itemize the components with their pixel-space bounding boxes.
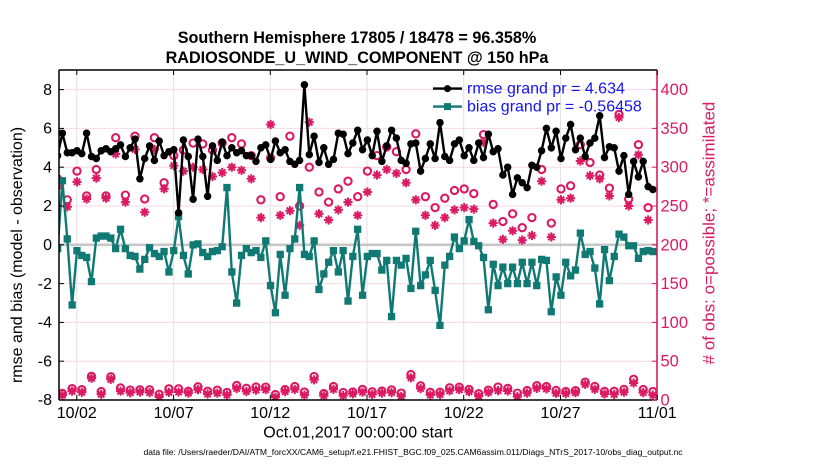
svg-text:10/12: 10/12 [250, 405, 290, 422]
svg-text:200: 200 [661, 236, 689, 254]
svg-text:10/27: 10/27 [540, 405, 580, 422]
svg-text:# of obs: o=possible; *=assimi: # of obs: o=possible; *=assimilated [700, 102, 719, 365]
svg-text:-2: -2 [38, 276, 52, 293]
svg-text:400: 400 [661, 81, 689, 99]
svg-text:RADIOSONDE_U_WIND_COMPONENT @: RADIOSONDE_U_WIND_COMPONENT @ 150 hPa [166, 49, 550, 67]
svg-text:11/01: 11/01 [638, 405, 677, 422]
svg-text:50: 50 [661, 353, 679, 371]
svg-text:10/22: 10/22 [444, 405, 484, 422]
svg-text:150: 150 [661, 275, 689, 293]
svg-text:10/17: 10/17 [347, 405, 387, 422]
svg-text:10/07: 10/07 [154, 405, 194, 422]
svg-text:-6: -6 [38, 353, 52, 370]
svg-text:Oct.01,2017 00:00:00 start: Oct.01,2017 00:00:00 start [263, 425, 453, 442]
svg-text:4: 4 [43, 159, 52, 176]
svg-text:-4: -4 [38, 315, 52, 332]
svg-text:0: 0 [43, 237, 52, 254]
svg-text:10/02: 10/02 [57, 405, 97, 422]
svg-text:300: 300 [661, 159, 689, 177]
svg-text:2: 2 [43, 198, 52, 215]
svg-text:data file: /Users/raeder/DAI/A: data file: /Users/raeder/DAI/ATM_forcXX/… [143, 447, 683, 457]
svg-text:Southern Hemisphere 17805 / 18: Southern Hemisphere 17805 / 18478 = 96.3… [178, 29, 537, 47]
svg-text:6: 6 [43, 121, 52, 138]
svg-text:0: 0 [661, 392, 670, 410]
svg-text:100: 100 [661, 314, 689, 332]
svg-text:rmse and bias (model - observa: rmse and bias (model - observation) [9, 127, 26, 383]
svg-text:rmse grand pr = 4.634: rmse grand pr = 4.634 [467, 81, 625, 98]
svg-text:350: 350 [661, 120, 689, 138]
svg-text:8: 8 [43, 82, 52, 99]
svg-text:250: 250 [661, 198, 689, 216]
svg-text:bias grand pr = -0.56458: bias grand pr = -0.56458 [467, 99, 642, 116]
svg-text:-8: -8 [38, 392, 52, 409]
